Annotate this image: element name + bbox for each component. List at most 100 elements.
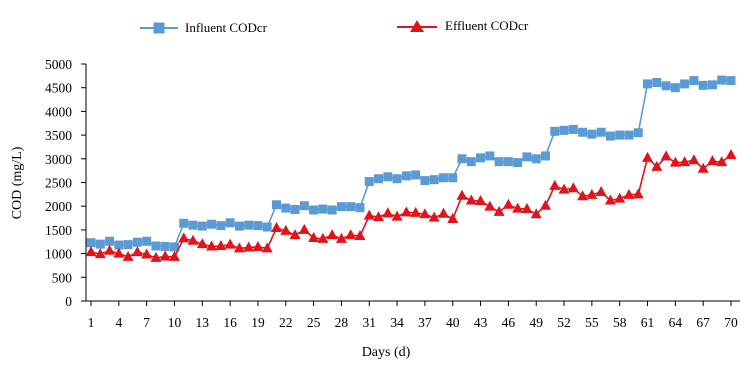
data-point (429, 175, 439, 185)
data-point (494, 157, 504, 167)
data-point (131, 246, 143, 257)
y-ticks: 0 500 1000 1500 2000 2500 3000 3500 4000 4500 5000 (45, 57, 86, 309)
data-point (383, 172, 393, 182)
data-point (706, 155, 718, 166)
data-point (484, 200, 496, 211)
data-point (513, 158, 523, 168)
y-tick-label: 4000 (45, 104, 72, 119)
data-point (168, 250, 180, 261)
data-point (252, 240, 264, 251)
data-point (531, 154, 541, 164)
data-point (697, 162, 709, 173)
data-point (206, 240, 218, 251)
x-tick-label: 13 (196, 315, 210, 330)
data-point (197, 221, 207, 231)
data-point (456, 189, 468, 200)
data-point (651, 160, 663, 171)
data-point (623, 188, 635, 199)
data-point (558, 183, 570, 194)
y-axis-title: COD (mg/L) (10, 146, 25, 219)
data-point (363, 209, 375, 220)
x-tick-label: 16 (223, 315, 237, 330)
data-point (596, 127, 606, 137)
data-point (373, 211, 385, 222)
data-point (577, 190, 589, 201)
x-tick-label: 55 (585, 315, 599, 330)
data-point (299, 201, 309, 211)
x-tick-label: 7 (143, 315, 150, 330)
data-point (586, 188, 598, 199)
x-tick-label: 43 (474, 315, 488, 330)
x-ticks: 1 4 7 10 13 16 19 22 25 28 31 34 37 40 43 46 49 52 55 58 61 6… (88, 301, 738, 330)
data-point (615, 130, 625, 140)
data-point (670, 83, 680, 93)
data-point (215, 240, 227, 251)
data-point (642, 151, 654, 162)
data-point (141, 248, 153, 259)
data-point (392, 174, 402, 184)
data-point (207, 219, 217, 229)
data-point (633, 128, 643, 138)
data-point (346, 202, 356, 212)
data-point (318, 204, 328, 214)
data-point (420, 176, 430, 186)
data-point (188, 220, 198, 230)
data-point (493, 205, 505, 216)
y-tick-label: 3000 (45, 152, 72, 167)
legend-effluent-marker (410, 20, 424, 32)
data-point (689, 76, 699, 86)
data-point (364, 177, 374, 187)
data-point (669, 156, 681, 167)
data-point (85, 246, 97, 257)
data-point (466, 157, 476, 167)
data-point (428, 211, 440, 222)
data-point (280, 224, 292, 235)
y-tick-label: 2000 (45, 199, 72, 214)
data-point (271, 222, 283, 233)
data-point (401, 171, 411, 181)
data-point (661, 81, 671, 91)
data-point (382, 207, 394, 218)
data-point (262, 222, 272, 232)
data-point (94, 248, 106, 259)
y-tick-label: 0 (65, 294, 72, 309)
legend-influent-marker (153, 22, 165, 34)
data-point (234, 221, 244, 231)
data-point (122, 250, 134, 261)
data-point (419, 208, 431, 219)
x-tick-label: 58 (613, 315, 627, 330)
data-point (290, 205, 300, 215)
data-point (465, 194, 477, 205)
data-point (243, 241, 255, 252)
x-tick-label: 49 (529, 315, 543, 330)
data-point (187, 234, 199, 245)
data-point (476, 153, 486, 163)
y-tick-label: 3500 (45, 128, 72, 143)
data-point (707, 80, 717, 90)
y-tick-label: 1000 (45, 247, 72, 262)
data-point (95, 239, 105, 249)
data-point (521, 203, 533, 214)
series-line (90, 79, 732, 248)
data-point (410, 206, 422, 217)
y-tick-label: 500 (52, 270, 73, 285)
data-point (559, 125, 569, 135)
legend: Influent CODcr Effluent CODcr (140, 18, 529, 35)
x-tick-label: 64 (669, 315, 683, 330)
data-point (550, 126, 560, 136)
y-tick-label: 4500 (45, 81, 72, 96)
data-point (326, 229, 338, 240)
data-point (688, 154, 700, 165)
data-point (327, 205, 337, 215)
data-point (716, 156, 728, 167)
data-point (717, 75, 727, 85)
data-point (345, 229, 357, 240)
data-point (113, 247, 125, 258)
data-point (660, 150, 672, 161)
data-point (448, 173, 458, 183)
data-point (253, 221, 263, 231)
data-point (272, 200, 282, 210)
data-point (317, 232, 329, 243)
x-tick-label: 1 (88, 315, 95, 330)
data-point (216, 221, 226, 231)
